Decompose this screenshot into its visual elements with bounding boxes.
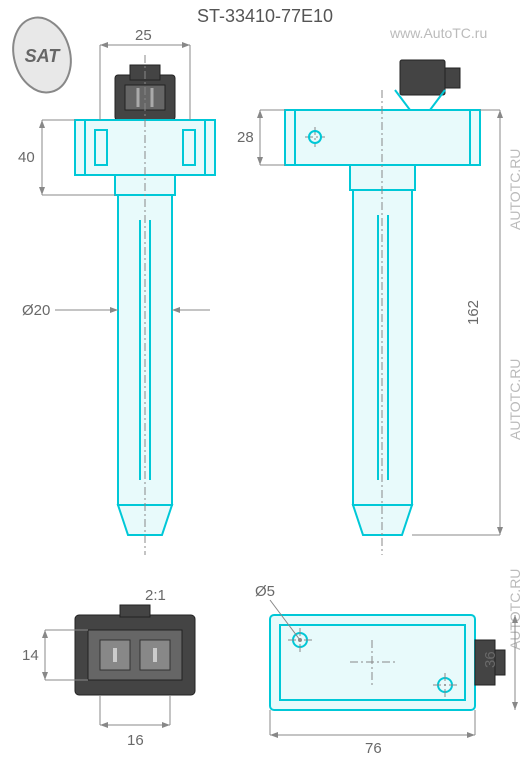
svg-text:Ø5: Ø5 — [255, 583, 275, 600]
drawing-canvas: SAT ST-33410-77E10 www.AutoTC.ru AUTOTC.… — [0, 0, 529, 768]
svg-text:2:1: 2:1 — [145, 587, 166, 604]
svg-text:16: 16 — [127, 732, 144, 749]
watermark-side-2: AUTOTC.RU — [507, 359, 523, 440]
svg-text:76: 76 — [365, 740, 382, 757]
dim-28: 28 — [237, 110, 285, 165]
connector-detail: 2:1 14 16 — [22, 587, 195, 749]
svg-text:Ø20: Ø20 — [22, 302, 50, 319]
part-number: ST-33410-77E10 — [197, 6, 333, 26]
svg-text:36: 36 — [482, 651, 499, 668]
svg-text:40: 40 — [18, 149, 35, 166]
svg-text:25: 25 — [135, 27, 152, 44]
svg-text:SAT: SAT — [25, 46, 62, 66]
side-view: 28 162 — [237, 60, 503, 555]
watermark-side-1: AUTOTC.RU — [507, 149, 523, 230]
dim-dia20: Ø20 — [22, 302, 210, 319]
dim-16: 16 — [100, 695, 170, 749]
base-view: Ø5 76 36 — [255, 583, 518, 757]
watermark-top: www.AutoTC.ru — [389, 25, 487, 41]
svg-text:28: 28 — [237, 129, 254, 146]
front-view: 25 40 Ø20 — [18, 27, 215, 555]
dim-162: 162 — [412, 110, 503, 535]
svg-text:162: 162 — [465, 300, 482, 325]
dim-76: 76 — [270, 710, 475, 757]
sat-logo: SAT — [5, 11, 79, 99]
svg-text:14: 14 — [22, 647, 39, 664]
